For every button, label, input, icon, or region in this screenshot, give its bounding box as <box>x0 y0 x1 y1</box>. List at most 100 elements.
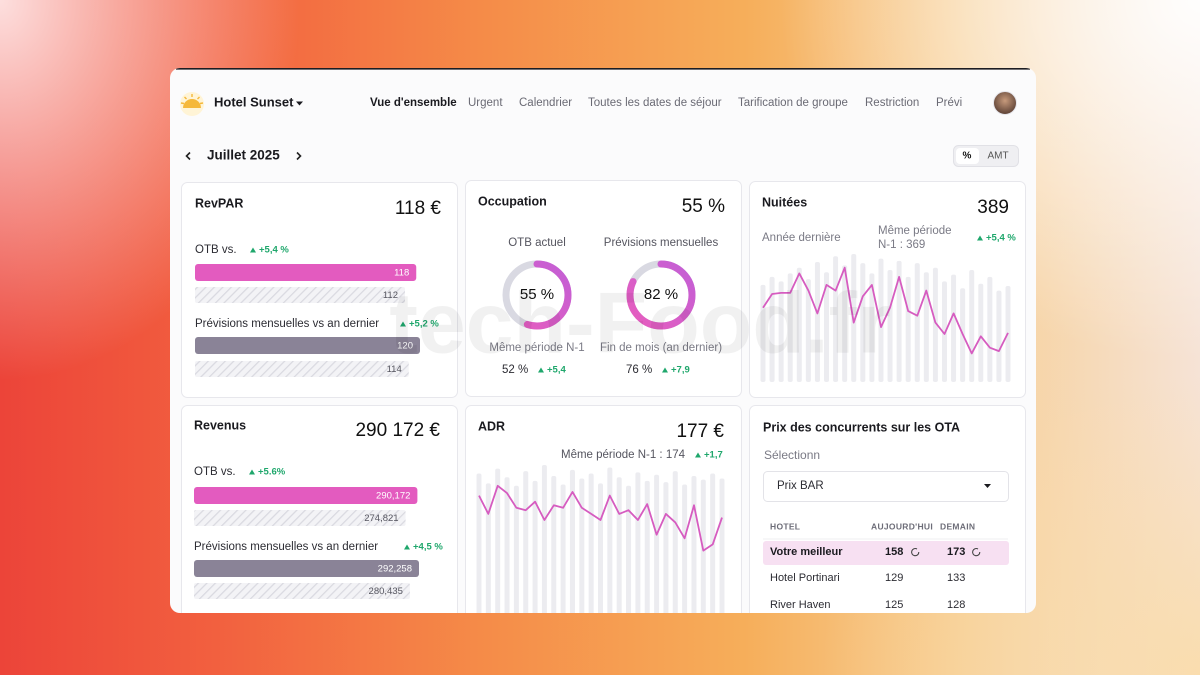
background-bar <box>700 479 706 613</box>
gauge-change: +5,4 <box>547 365 566 376</box>
gauge-compare: 76 % <box>626 364 652 376</box>
prev-month[interactable] <box>185 151 191 161</box>
background-bar <box>769 276 775 382</box>
period-label: Juillet 2025 <box>207 148 280 163</box>
background-bar <box>532 480 538 613</box>
next-month[interactable] <box>296 151 302 161</box>
background-bar <box>778 281 784 382</box>
highlight-row <box>763 541 1009 565</box>
background-bar <box>710 473 716 613</box>
bar-label: 292,258 <box>378 564 412 575</box>
background-bar <box>824 272 830 382</box>
gauge-compare: 52 % <box>502 364 528 376</box>
up-arrow <box>400 321 406 327</box>
hotel-logo <box>180 92 204 116</box>
bar-label: 114 <box>387 364 402 375</box>
background-bar <box>569 469 575 613</box>
table-cell: 173 <box>947 546 965 558</box>
marks <box>194 254 1011 613</box>
background-bar <box>941 281 947 382</box>
card-competitors <box>749 405 1026 613</box>
background-bar <box>691 476 697 613</box>
label: Prévisions mensuelles vs an dernier <box>195 318 379 330</box>
rate-select[interactable] <box>763 471 1009 502</box>
background-bar <box>541 465 547 613</box>
avatar[interactable] <box>993 91 1017 115</box>
background-bar <box>654 474 660 613</box>
background-bar <box>588 473 594 613</box>
label: 290 172 € <box>355 420 440 441</box>
label: +1,7 <box>704 450 723 461</box>
label: Année dernière <box>762 232 841 244</box>
background-bar <box>485 483 491 613</box>
background-bar <box>560 484 566 613</box>
nav-item[interactable]: Toutes les dates de séjour <box>588 97 722 109</box>
background-bar <box>969 270 975 382</box>
bar-previous <box>195 361 409 377</box>
nav-item[interactable]: Prévi <box>936 97 962 109</box>
gauge-arc <box>626 260 696 330</box>
bar-label: 112 <box>383 290 398 301</box>
nav-item[interactable]: Tarification de groupe <box>738 97 848 109</box>
background-bar <box>878 258 884 382</box>
nav-item[interactable]: Urgent <box>468 97 503 109</box>
label: ADR <box>478 419 505 433</box>
table-cell: Votre meilleur <box>770 546 843 558</box>
background-bar <box>682 484 688 613</box>
gauge-value: 82 % <box>644 286 678 303</box>
bar-label: 280,435 <box>369 586 403 597</box>
nav-item[interactable]: Vue d'ensemble <box>370 97 457 109</box>
nav-item[interactable]: Restriction <box>865 97 919 109</box>
background-bar <box>579 478 585 613</box>
app-window: Hotel Sunset Vue d'ensemble Urgent Calendr… <box>170 68 1036 613</box>
background-bar <box>887 270 893 382</box>
label: 55 % <box>682 196 725 217</box>
label: 389 <box>977 197 1009 218</box>
gauge-arc <box>502 260 572 330</box>
label: Occupation <box>478 194 547 208</box>
label: Prévisions mensuelles vs an dernier <box>194 541 378 553</box>
hotel-name[interactable]: Hotel Sunset <box>214 94 294 109</box>
background-bar <box>896 260 902 382</box>
refresh-icon[interactable] <box>911 547 920 557</box>
label: OTB vs. <box>194 466 236 478</box>
nav-item[interactable]: Calendrier <box>519 97 572 109</box>
background-bar <box>719 478 725 613</box>
label: RevPAR <box>195 196 243 210</box>
up-arrow <box>538 367 544 373</box>
background-bar <box>914 263 920 382</box>
bar-current <box>194 487 418 504</box>
label: Même période <box>878 225 952 237</box>
background-bar <box>672 471 678 613</box>
background-bar <box>607 467 613 613</box>
gauge-compare-label: Même période N-1 <box>489 342 584 354</box>
select-caret[interactable] <box>984 484 991 488</box>
table-cell: Hotel Portinari <box>770 572 840 584</box>
background-bar <box>814 262 820 382</box>
label: Sélectionn <box>764 448 820 462</box>
background-bar <box>842 265 848 382</box>
gauge-compare-label: Fin de mois (an dernier) <box>600 342 722 354</box>
table-cell: 128 <box>947 599 965 611</box>
label: Prix des concurrents sur les OTA <box>763 420 960 434</box>
texts: Juillet 2025% AMT RevPAR 118 € OTB vs. +5,4 %… <box>194 148 1016 611</box>
refresh-icon[interactable] <box>972 547 981 557</box>
table-header: DEMAIN <box>940 521 975 531</box>
background-bar <box>551 476 557 613</box>
hotel-caret[interactable] <box>296 101 303 106</box>
nav-bar: Vue d'ensemble Urgent Calendrier Toutes les… <box>370 97 962 109</box>
unit-option[interactable]: % <box>963 151 972 162</box>
table-header: AUJOURD'HUI <box>871 521 933 531</box>
up-arrow <box>977 235 983 241</box>
label: +5,2 % <box>409 319 439 330</box>
background-bar <box>796 267 802 382</box>
label: +5,4 % <box>259 245 289 256</box>
background-bar <box>644 480 650 613</box>
watermark: tech-Food.fr <box>389 276 891 372</box>
unit-option[interactable]: AMT <box>987 151 1008 162</box>
background-bar <box>987 276 993 382</box>
up-arrow <box>249 469 255 475</box>
card-occupation <box>465 180 742 397</box>
